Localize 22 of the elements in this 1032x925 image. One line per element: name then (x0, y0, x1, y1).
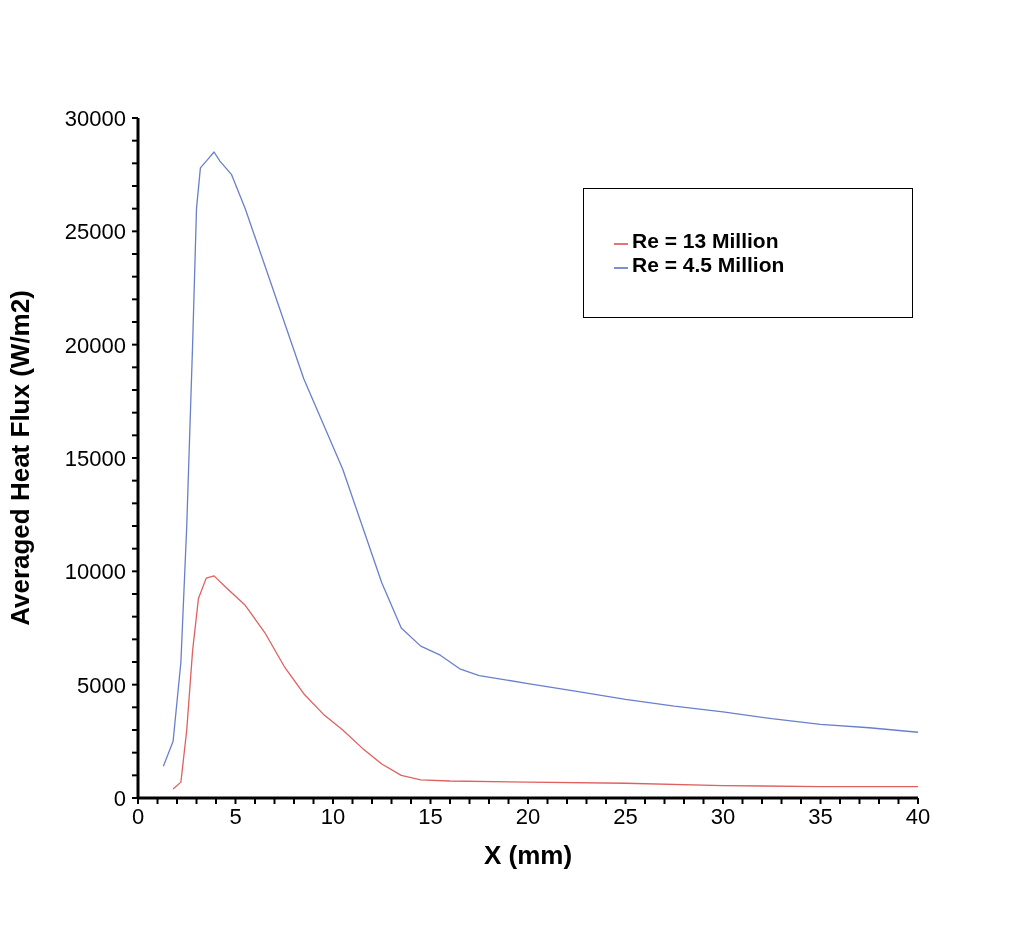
y-axis-title: Averaged Heat Flux (W/m2) (5, 290, 36, 626)
y-tick-label: 5000 (77, 672, 126, 698)
x-tick-label: 25 (613, 804, 638, 829)
x-tick-label: 20 (515, 804, 541, 829)
x-tick-label: 30 (710, 804, 736, 829)
x-tick-label: 35 (808, 804, 833, 829)
y-tick-label: 25000 (64, 219, 126, 245)
x-axis-title: X (mm) (483, 840, 573, 870)
legend-label: Re = 4.5 Million (632, 253, 785, 276)
line-series (162, 151, 918, 767)
y-tick-label: 15000 (64, 446, 126, 471)
legend-label: Re = 13 Million (632, 229, 779, 252)
line-series (172, 575, 918, 790)
y-tick-label: 30000 (64, 106, 126, 131)
x-tick-label: 10 (320, 804, 346, 829)
x-tick-label: 0 (131, 804, 145, 829)
y-tick-label: 20000 (64, 332, 126, 358)
x-tick-label: 40 (905, 804, 931, 829)
x-tick-label: 15 (418, 804, 443, 829)
y-tick-label: 0 (113, 786, 126, 811)
x-tick-label: 5 (229, 804, 242, 829)
y-tick-label: 10000 (64, 559, 126, 585)
